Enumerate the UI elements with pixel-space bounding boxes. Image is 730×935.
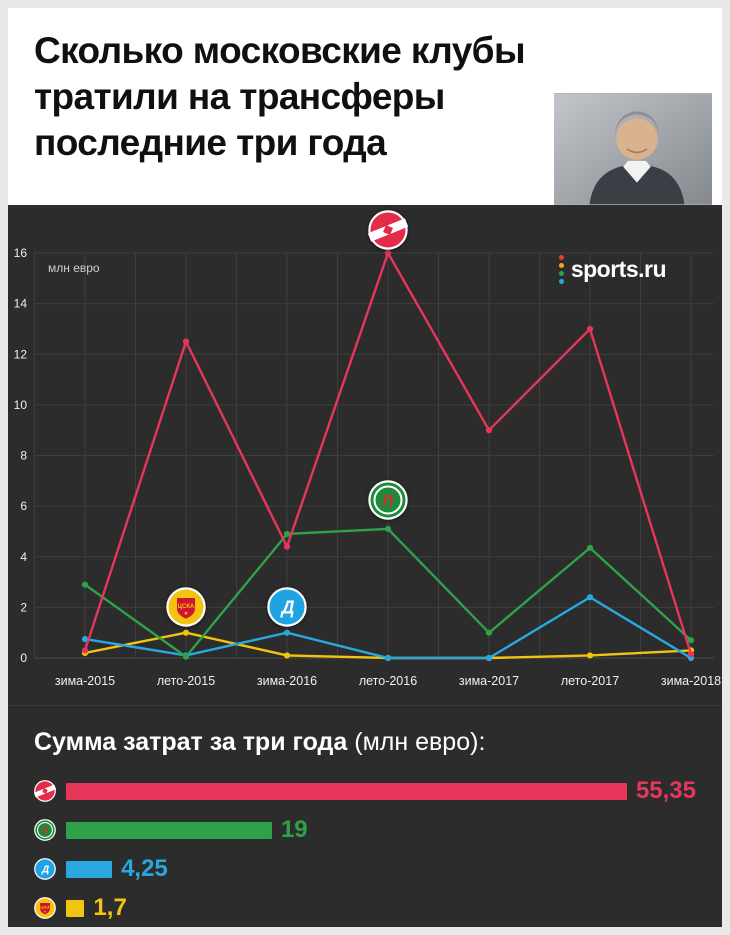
svg-text:Д: Д: [41, 865, 49, 876]
data-point-lokomotiv: [81, 581, 89, 588]
total-bar-cska: [66, 899, 85, 917]
total-value-lokomotiv: 19: [280, 816, 308, 843]
transfer-line-chart: 0 2 4 6 8 10 12 14 16 млн евро зима-2015 лето-2015 з…: [14, 246, 722, 688]
data-point-spartak: [81, 647, 89, 654]
data-point-lokomotiv: [283, 530, 291, 538]
total-value-dynamo: 4,25: [121, 855, 168, 882]
summary-bar-row-dynamo: Д 4,25: [34, 855, 696, 883]
x-tick-label: зима-2018: [661, 674, 721, 688]
data-point-spartak: [182, 338, 190, 345]
data-point-spartak: [485, 427, 493, 434]
chart-section: 0 2 4 6 8 10 12 14 16 млн евро зима-2015 лето-2015 з…: [8, 205, 722, 705]
y-axis-unit-label: млн евро: [48, 261, 100, 275]
cska-icon: ЦСКА ★: [34, 897, 56, 919]
header: Сколько московские клубы тратили на тран…: [8, 8, 722, 205]
sportsru-dot: [558, 271, 564, 276]
data-point-cska: [586, 652, 594, 659]
infographic-page: Сколько московские клубы тратили на тран…: [8, 8, 722, 927]
sportsru-dot: [558, 263, 564, 268]
data-point-cska: [182, 629, 190, 636]
total-bar-spartak: [66, 782, 627, 800]
total-value-cska: 1,7: [93, 894, 127, 921]
svg-text:★: ★: [44, 909, 47, 913]
data-point-spartak: [586, 325, 594, 333]
data-point-lokomotiv: [485, 629, 493, 636]
data-point-lokomotiv: [182, 653, 190, 660]
summary-heading-units: (млн евро):: [347, 728, 486, 756]
lokomotiv-icon: Л: [34, 819, 56, 841]
x-tick-label: лето-2015: [157, 674, 215, 688]
total-bar-dynamo: [66, 860, 113, 878]
sportsru-dot: [558, 279, 564, 284]
x-tick-label: зима-2017: [459, 674, 519, 688]
y-tick-label: 4: [20, 550, 27, 564]
summary-bar-row-spartak: 55,35: [34, 777, 696, 805]
x-tick-label: лето-2017: [561, 674, 619, 688]
y-tick-label: 0: [20, 651, 27, 665]
person-photo-illustration: [554, 93, 712, 205]
summary-heading-bold: Сумма затрат за три года: [34, 728, 348, 756]
y-tick-label: 8: [20, 449, 27, 463]
y-tick-label: 2: [20, 600, 27, 614]
sportsru-dot: [558, 255, 564, 260]
data-point-spartak: [384, 249, 392, 257]
y-tick-label: 14: [14, 297, 28, 311]
person-photo: [554, 93, 712, 205]
x-tick-label: зима-2016: [257, 674, 317, 688]
data-point-dynamo: [586, 594, 594, 601]
data-point-lokomotiv: [687, 637, 695, 644]
page-title: Сколько московские клубы тратили на тран…: [34, 30, 526, 163]
data-point-dynamo: [485, 654, 493, 662]
data-point-dynamo: [283, 629, 291, 636]
data-point-spartak: [687, 651, 695, 658]
data-point-cska: [283, 652, 291, 659]
sportsru-logo: sports.ru: [558, 255, 667, 284]
y-tick-label: 10: [14, 398, 28, 412]
total-bar-lokomotiv: [66, 821, 272, 839]
summary-section: Сумма затрат за три года (млн евро): 55,…: [8, 705, 722, 922]
spartak-icon: [34, 780, 56, 802]
x-tick-label: лето-2016: [359, 674, 417, 688]
data-point-lokomotiv: [384, 525, 392, 533]
dynamo-icon: Д: [34, 858, 56, 880]
summary-heading: Сумма затрат за три года (млн евро):: [34, 728, 696, 757]
total-value-spartak: 55,35: [635, 777, 696, 804]
y-tick-label: 16: [14, 246, 28, 260]
sportsru-dots-icon: [558, 255, 564, 284]
sportsru-logo-text: sports.ru: [570, 256, 667, 282]
data-point-lokomotiv: [586, 544, 594, 551]
summary-bar-row-lokomotiv: Л 19: [34, 816, 696, 844]
data-point-spartak: [283, 543, 291, 550]
data-point-dynamo: [384, 654, 392, 662]
svg-text:Л: Л: [42, 825, 48, 835]
y-tick-label: 6: [20, 499, 27, 513]
x-tick-label: зима-2015: [55, 674, 115, 688]
data-point-dynamo: [81, 635, 89, 643]
summary-bar-row-cska: ЦСКА ★ 1,7: [34, 894, 696, 922]
y-tick-label: 12: [14, 347, 28, 361]
summary-bars: 55,35 Л 19 Д 4,25 ЦСКА ★ 1,7: [34, 777, 696, 922]
svg-text:ЦСКА: ЦСКА: [40, 906, 50, 910]
